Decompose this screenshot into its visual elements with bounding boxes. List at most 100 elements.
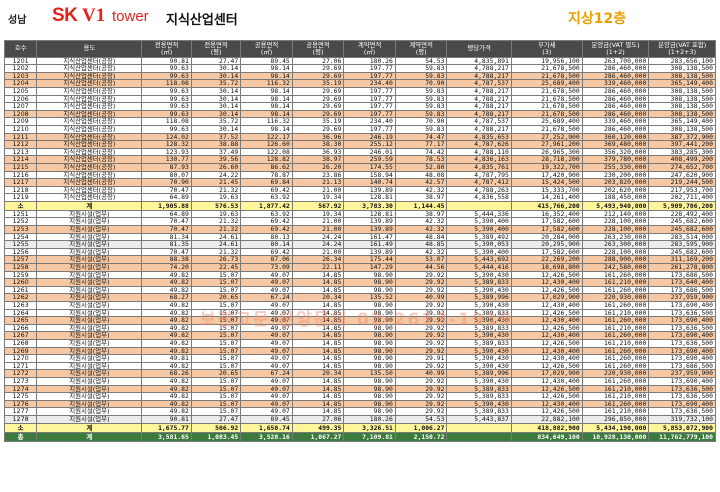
table-row: 1268 지원시설(업무) 49.82 15.07 49.07 14.85 98.90 29.…: [3, 338, 716, 348]
unit-use: 지원시설(업무): [36, 240, 143, 249]
table-row: 1273 지원시설(업무) 49.82 15.07 49.07 14.85 98.90 29.…: [3, 376, 716, 386]
unit-use: 지원시설(업무): [36, 354, 143, 363]
unit-number: 1204: [3, 79, 38, 88]
table-cell: 74.42: [394, 147, 448, 157]
table-cell: 15,424,500: [510, 178, 583, 187]
brand-logo-sk: SK: [52, 5, 78, 26]
table-cell: 14.85: [291, 376, 345, 386]
table-cell: 365,149,400: [648, 79, 716, 88]
table-cell: 21.32: [190, 247, 242, 257]
table-cell: 245,682,600: [648, 247, 716, 257]
unit-number: 1261: [3, 285, 38, 295]
subtotal-row-factory: 소 계 1,905.88 576.53 1,877.42 567.92 3,783.30 1,…: [3, 200, 716, 211]
unit-use: 지원시설(업무): [36, 255, 143, 265]
table-cell: 4,835,891: [446, 56, 512, 66]
table-cell: 139.89: [343, 217, 396, 227]
table-cell: 22,882,100: [510, 414, 583, 424]
table-cell: 245,682,600: [648, 217, 716, 227]
summary-cell: 총: [3, 431, 38, 442]
table-cell: 29.92: [394, 346, 448, 356]
table-cell: 4,835,653: [446, 132, 512, 142]
table-cell: 49.82: [141, 278, 192, 287]
table-cell: 5,389,833: [446, 338, 512, 348]
unit-use: 지식산업센터(공장): [36, 140, 143, 149]
table-cell: 21.00: [291, 225, 345, 234]
unit-use: 지식산업센터(공장): [36, 79, 143, 88]
table-cell: 283,595,900: [648, 240, 716, 249]
table-cell: 29.69: [291, 124, 345, 134]
summary-cell: [446, 422, 512, 433]
table-cell: 98.14: [240, 94, 293, 104]
summary-cell: 5,434,190,000: [581, 422, 650, 433]
table-cell: 12,426,500: [510, 384, 583, 394]
table-cell: 26.60: [190, 162, 242, 172]
table-cell: 49.07: [240, 354, 293, 363]
table-cell: 49.82: [141, 407, 192, 416]
table-cell: 49.07: [240, 376, 293, 386]
unit-number: 1213: [3, 147, 38, 157]
table-cell: 59.83: [394, 102, 448, 111]
table-cell: 5,389,833: [446, 278, 512, 287]
table-cell: 311,169,200: [648, 255, 716, 265]
table-cell: 49.82: [141, 384, 192, 394]
table-cell: 20.65: [190, 293, 242, 302]
table-cell: 49.82: [141, 323, 192, 333]
table-row: 1213 지식산업센터(공장) 123.93 37.49 122.08 36.93 246.…: [3, 147, 716, 157]
brand-subtitle: 지식산업센터: [166, 13, 238, 28]
column-header: 호수: [3, 40, 38, 58]
table-cell: 30.14: [190, 102, 242, 111]
floor-title: 지상12층: [568, 11, 627, 27]
table-cell: 15.07: [190, 346, 242, 356]
table-cell: 161,210,000: [581, 338, 650, 348]
table-cell: 26,965,300: [510, 147, 583, 157]
table-cell: 188,450,000: [581, 193, 650, 202]
table-cell: 4,788,217: [446, 86, 512, 96]
table-cell: 12,426,500: [510, 338, 583, 348]
watermark-text: 보관고문 분양문의 02-2613-1919: [200, 310, 514, 330]
price-table-wrapper: 호수 용도 전용면적 (㎡) 전용면적 (평) 공용면적 (㎡) 공용면적 (평) 계약면적…: [3, 40, 716, 442]
table-cell: 98.90: [343, 376, 396, 386]
table-cell: 21.00: [291, 185, 345, 195]
table-cell: 139.89: [343, 225, 396, 234]
table-cell: 88.38: [141, 255, 192, 265]
table-cell: 42.32: [394, 247, 448, 257]
table-row: 1251 지원시설(업무) 64.89 19.63 63.92 19.34 128.81 38…: [3, 209, 716, 219]
table-cell: 49.07: [240, 399, 293, 409]
table-cell: 12,426,500: [510, 285, 583, 295]
unit-use: 지식산업센터(공장): [36, 132, 143, 142]
table-cell: 29.92: [394, 407, 448, 416]
table-cell: 12,426,500: [510, 270, 583, 280]
table-row: 1217 지식산업센터(공장) 70.90 21.45 69.84 21.13 140.74…: [3, 178, 716, 187]
table-cell: 69.42: [240, 185, 293, 195]
summary-cell: 1,675.77: [141, 422, 192, 433]
table-cell: 261,278,800: [648, 263, 716, 272]
table-row: 1219 지식산업센터(공장) 64.89 19.63 63.92 19.34 128.81…: [3, 193, 716, 202]
table-cell: 5,390,430: [446, 399, 512, 409]
summary-cell: 576.53: [190, 200, 242, 211]
table-cell: 15.07: [190, 278, 242, 287]
table-row: 1216 지식산업센터(공장) 80.07 24.22 78.87 23.86 158.94…: [3, 170, 716, 180]
table-cell: 161,260,000: [581, 399, 650, 409]
table-cell: 286,460,000: [581, 124, 650, 134]
table-cell: 19.34: [291, 193, 345, 202]
table-cell: 29.92: [394, 392, 448, 401]
column-header: 용도: [36, 40, 143, 58]
summary-cell: 1,083.45: [190, 431, 242, 442]
unit-use: 지원시설(업무): [36, 301, 143, 310]
table-cell: 203,820,000: [581, 178, 650, 187]
table-cell: 98.90: [343, 270, 396, 280]
table-cell: 29.69: [291, 109, 345, 119]
table-cell: 29.92: [394, 331, 448, 340]
table-cell: 4,835,761: [446, 162, 512, 172]
table-cell: 49.82: [141, 308, 192, 318]
unit-use: 지원시설(업무): [36, 331, 143, 340]
table-cell: 69.84: [240, 178, 293, 187]
table-cell: 48.85: [394, 240, 448, 249]
table-cell: 12,430,400: [510, 316, 583, 325]
table-cell: 197.77: [343, 109, 396, 119]
table-cell: 70.90: [394, 79, 448, 88]
table-cell: 308,138,500: [648, 94, 716, 104]
table-cell: 98.90: [343, 384, 396, 394]
table-cell: 15.07: [190, 331, 242, 340]
unit-number: 1208: [3, 109, 38, 119]
